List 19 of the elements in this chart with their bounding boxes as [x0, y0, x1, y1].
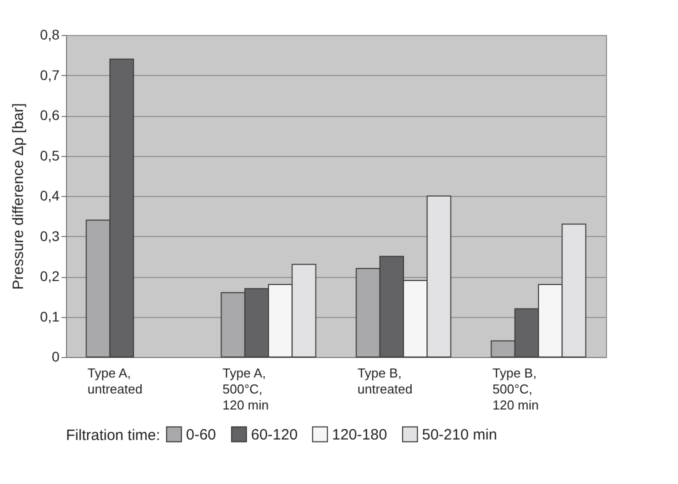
- y-tick-label: 0,5: [40, 147, 60, 164]
- y-tick-label: 0: [52, 348, 60, 364]
- y-tick-label: 0,6: [40, 107, 60, 123]
- y-tick-label: 0,1: [40, 308, 60, 324]
- y-tick-label: 0,4: [40, 188, 60, 204]
- legend-title: Filtration time:: [66, 427, 160, 444]
- y-tick-label: 0,8: [40, 26, 60, 42]
- legend-label: 120-180: [332, 426, 388, 444]
- x-tick-label: Type B, 500°C, 120 min: [492, 366, 539, 412]
- y-tick-label: 0,3: [40, 228, 60, 244]
- x-tick-label: Type A, 500°C, 120 min: [222, 366, 269, 412]
- x-tick-label: Type B, untreated: [358, 366, 412, 396]
- x-tick-label: Type A, untreated: [88, 366, 142, 396]
- legend-label: 50-210 min: [422, 426, 498, 444]
- y-tick-label: 0,2: [40, 268, 60, 284]
- legend-label: 0-60: [186, 426, 216, 444]
- legend-label: 60-120: [251, 426, 298, 444]
- y-tick-label: 0,7: [40, 66, 60, 83]
- y-axis-title: Pressure difference Δp [bar]: [10, 103, 28, 290]
